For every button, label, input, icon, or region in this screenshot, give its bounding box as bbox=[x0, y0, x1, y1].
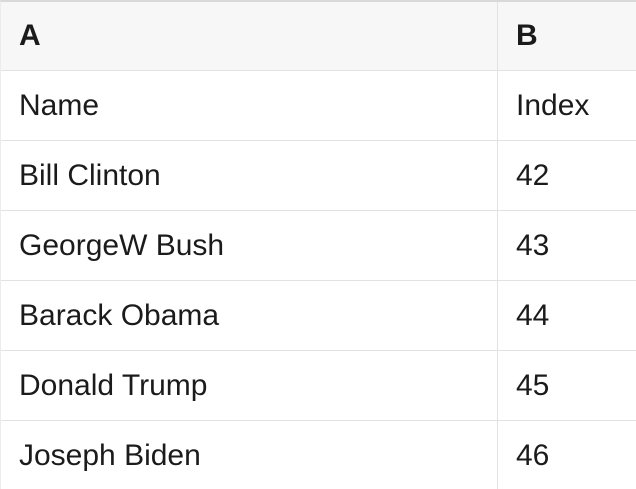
table-row: Donald Trump 45 bbox=[1, 351, 636, 421]
cell-index[interactable]: 45 bbox=[516, 368, 550, 402]
table-row: GeorgeW Bush 43 bbox=[1, 211, 636, 281]
table-row: Barack Obama 44 bbox=[1, 281, 636, 351]
cell-index[interactable]: 46 bbox=[516, 439, 550, 472]
cell-index[interactable]: 43 bbox=[516, 228, 550, 262]
cell-name[interactable]: Joseph Biden bbox=[1, 421, 498, 489]
cell-name-header[interactable]: Name bbox=[1, 71, 498, 140]
table-row: Name Index bbox=[1, 71, 636, 141]
cell-index-header[interactable]: Index bbox=[516, 88, 590, 122]
cell-index[interactable]: 42 bbox=[516, 158, 550, 192]
table-row: Joseph Biden 46 bbox=[1, 421, 636, 489]
cell-index[interactable]: 44 bbox=[516, 298, 550, 332]
cell-name[interactable]: GeorgeW Bush bbox=[1, 211, 498, 280]
column-header-b[interactable]: B bbox=[516, 19, 538, 52]
table-row: Bill Clinton 42 bbox=[1, 141, 636, 211]
cell-name[interactable]: Donald Trump bbox=[1, 351, 498, 420]
column-header-row: A B bbox=[1, 2, 636, 71]
column-header-a[interactable]: A bbox=[1, 2, 498, 70]
cell-name[interactable]: Bill Clinton bbox=[1, 141, 498, 210]
cell-name[interactable]: Barack Obama bbox=[1, 281, 498, 350]
